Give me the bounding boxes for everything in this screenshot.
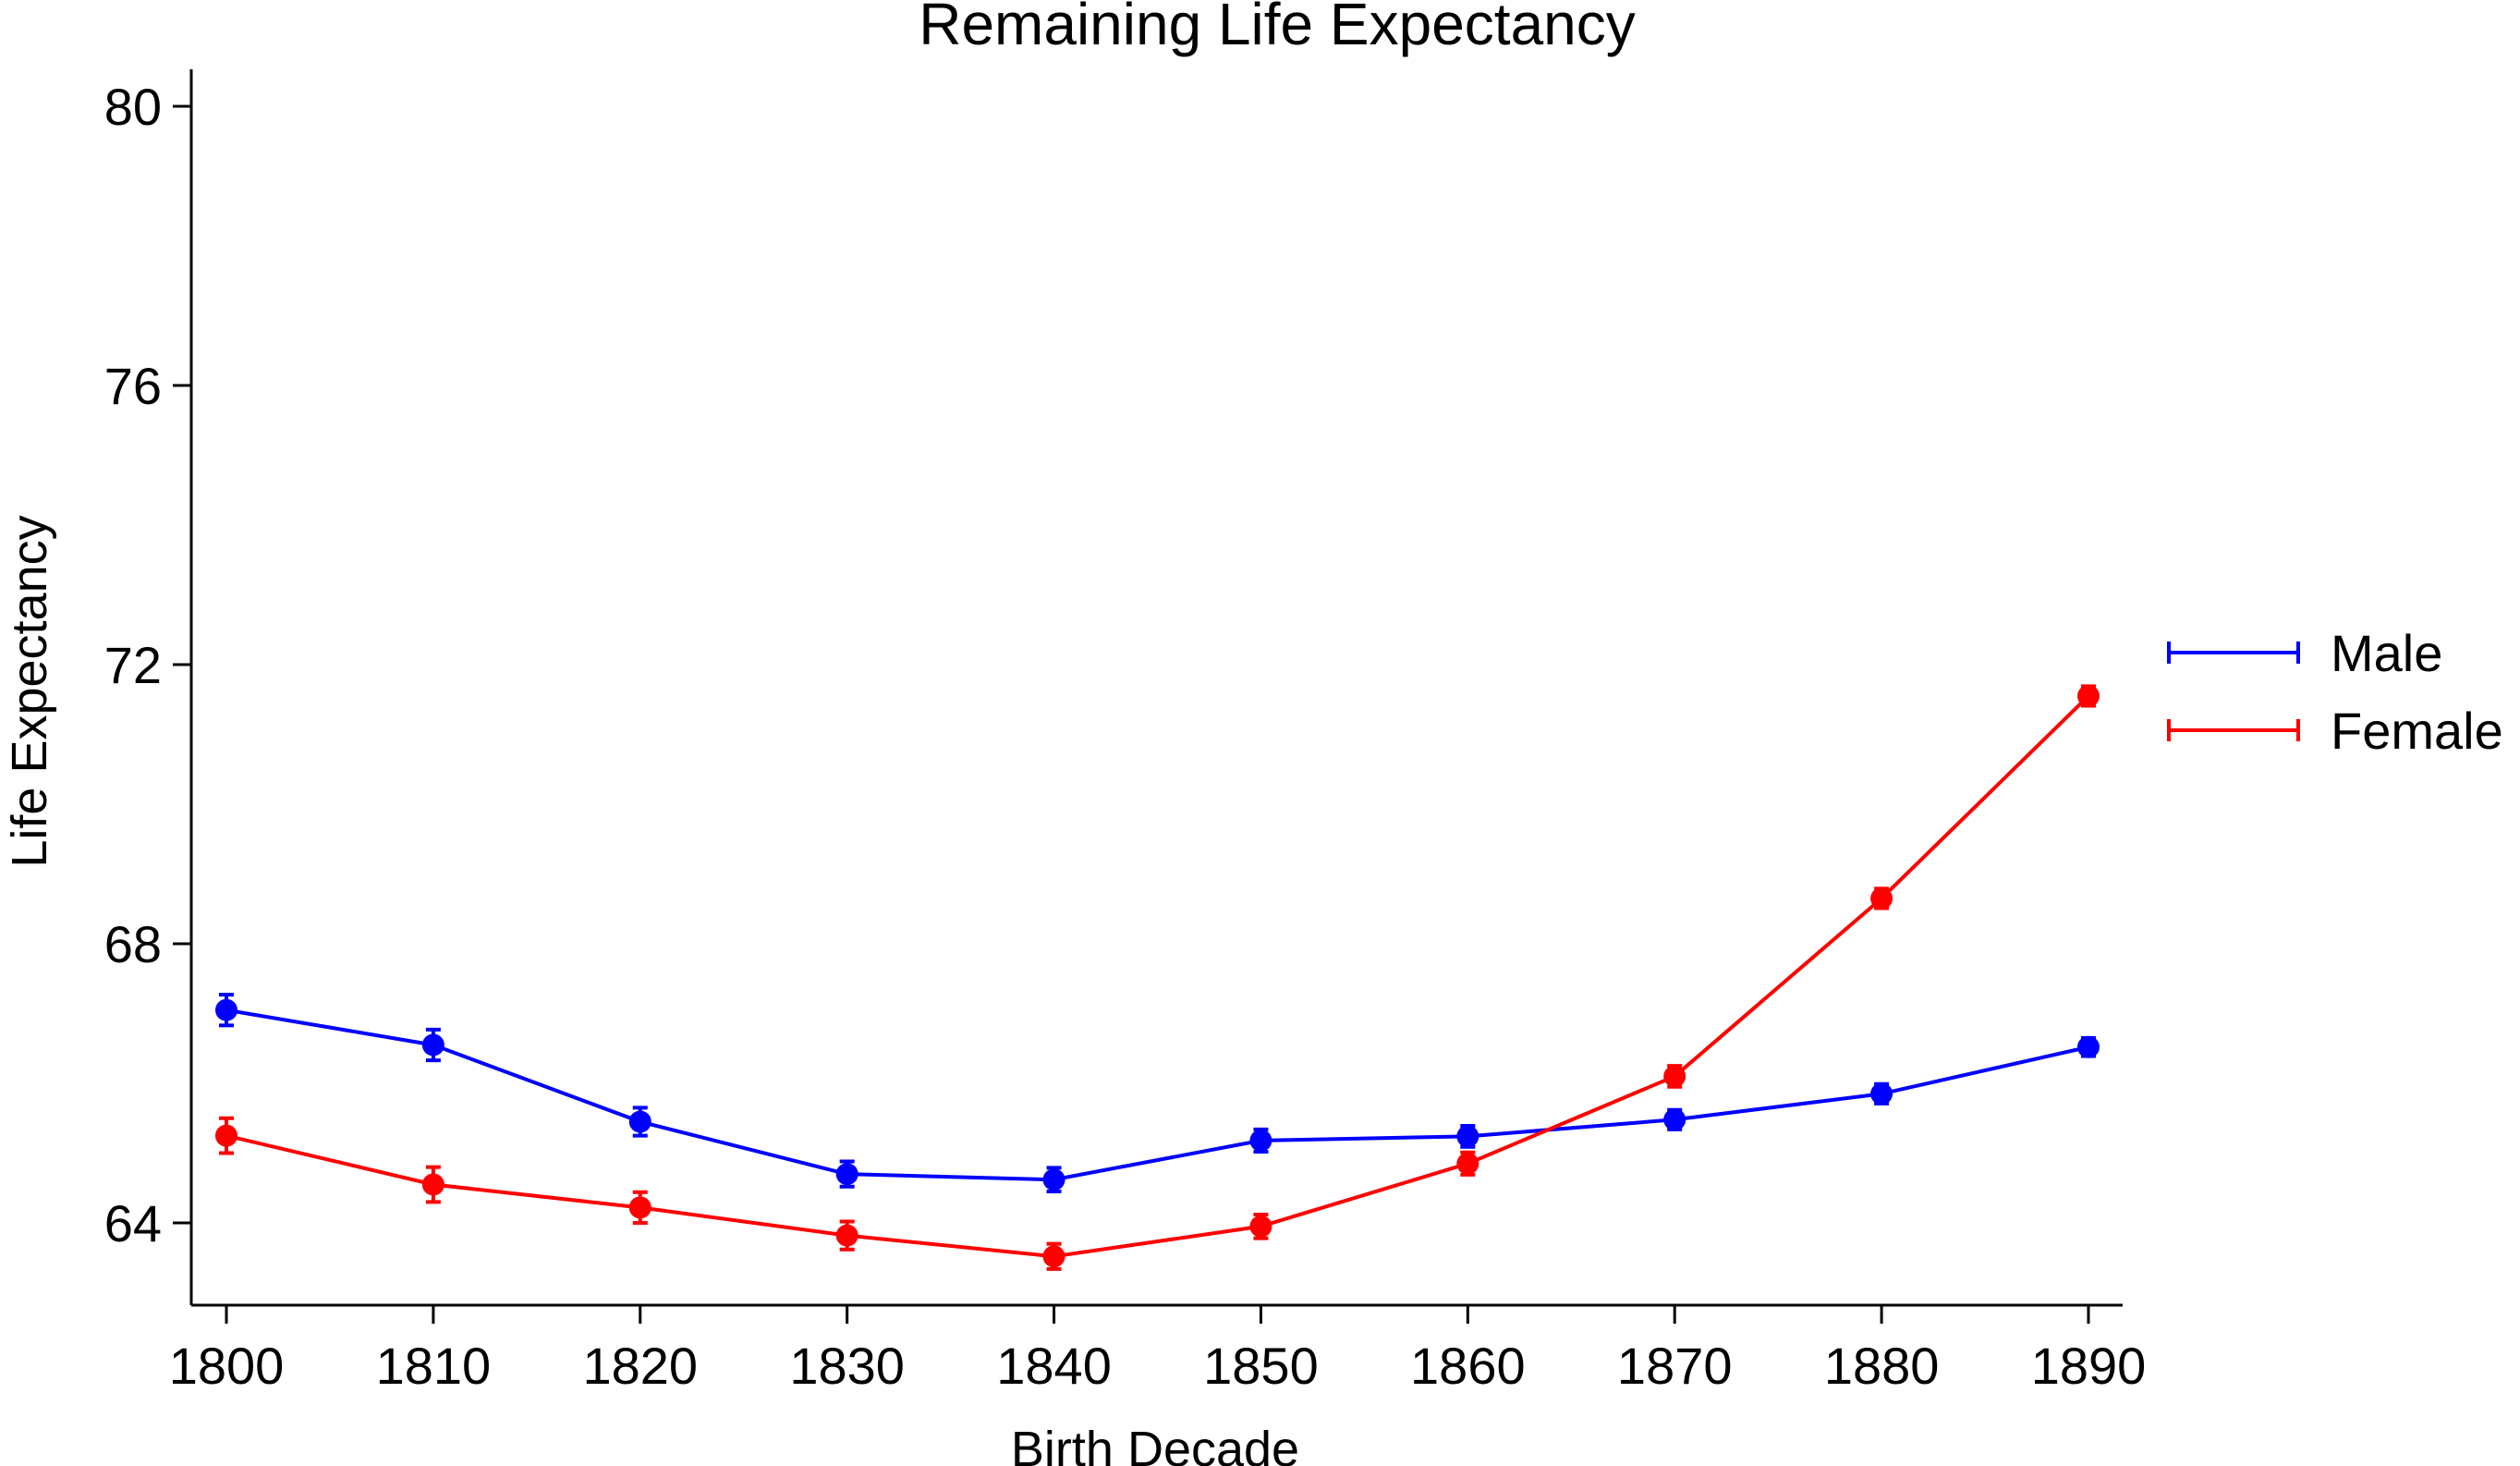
female-point	[215, 1124, 237, 1147]
legend-item-male: Male	[2167, 624, 2442, 682]
legend-item-female: Female	[2167, 702, 2503, 760]
x-tick-label: 1820	[582, 1337, 698, 1395]
x-tick-label: 1840	[996, 1337, 1112, 1395]
y-tick-label: 68	[104, 915, 162, 973]
male-point	[628, 1110, 651, 1133]
male-point	[1870, 1082, 1893, 1106]
male-line	[225, 1008, 2089, 1182]
chart-title: Remaining Life Expectancy	[919, 0, 1636, 57]
y-tick-label: 76	[104, 357, 162, 415]
female-point	[1456, 1152, 1479, 1175]
y-tick-label: 64	[104, 1194, 162, 1252]
female-point	[2077, 684, 2100, 707]
legend-label-female: Female	[2331, 702, 2503, 760]
female-point	[628, 1196, 651, 1219]
x-tick-label: 1850	[1203, 1337, 1319, 1395]
male-point	[1663, 1108, 1686, 1131]
female-point	[1249, 1215, 1272, 1238]
female-point	[1663, 1065, 1686, 1088]
male-point	[1456, 1125, 1479, 1148]
female-point	[835, 1224, 858, 1247]
legend: Male Female	[2167, 624, 2503, 760]
male-series	[215, 993, 2100, 1194]
x-tick-label: 1880	[1824, 1337, 1940, 1395]
male-point	[421, 1033, 444, 1057]
y-tick-label: 72	[104, 636, 162, 694]
male-point	[1042, 1168, 1065, 1191]
x-tick-label: 1810	[376, 1337, 492, 1395]
x-tick-label: 1860	[1410, 1337, 1526, 1395]
female-point	[421, 1173, 444, 1196]
legend-label-male: Male	[2331, 624, 2442, 682]
x-tick-label: 1890	[2031, 1337, 2147, 1395]
axes: 64 68 72 76 80 1800 1810 1820 1830 1840 1850 1860 18…	[104, 69, 2147, 1395]
female-point	[1042, 1245, 1065, 1268]
female-series	[215, 684, 2100, 1271]
x-axis-title: Birth Decade	[1011, 1422, 1299, 1466]
female-point	[1870, 886, 1893, 910]
male-point	[215, 998, 237, 1021]
y-tick-label: 80	[104, 78, 162, 136]
x-tick-label: 1870	[1617, 1337, 1733, 1395]
female-line	[225, 694, 2090, 1259]
y-axis-title: Life Expectancy	[2, 515, 57, 867]
x-tick-label: 1830	[789, 1337, 905, 1395]
male-point	[1249, 1129, 1272, 1152]
male-point	[2077, 1035, 2100, 1058]
x-tick-label: 1800	[169, 1337, 285, 1395]
male-point	[835, 1163, 858, 1186]
plot-area	[215, 684, 2100, 1271]
